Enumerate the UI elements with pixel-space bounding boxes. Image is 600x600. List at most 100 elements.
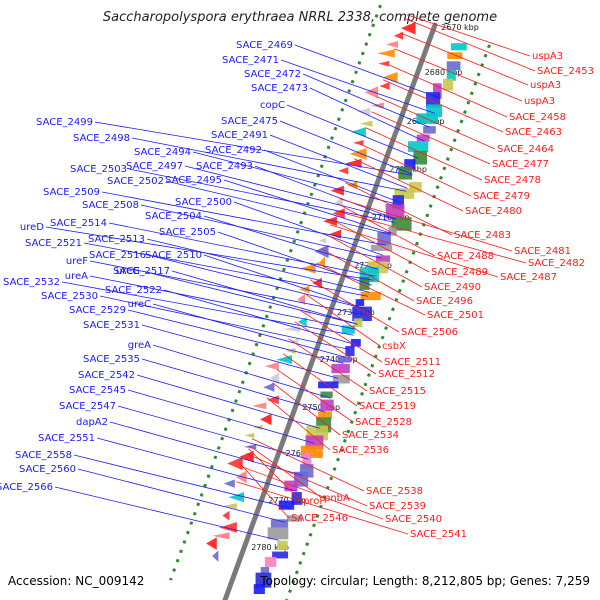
forward-gene-label: SACE_2499 [36, 117, 93, 128]
reverse-gene-feature [314, 244, 329, 259]
forward-gene-label: SACE_2545 [69, 385, 126, 396]
forward-leader-line [141, 358, 326, 413]
reverse-leader-line [304, 293, 381, 347]
forward-leader-line [223, 179, 391, 234]
forward-leader-line [165, 180, 391, 235]
forward-leader-line [131, 137, 407, 192]
reverse-gene-label: SACE_2483 [454, 230, 511, 241]
reverse-leader-line [246, 453, 368, 507]
forward-leader-line [73, 454, 291, 509]
forward-gene-feature [352, 306, 372, 322]
forward-gene-label: SACE_2566 [0, 482, 53, 493]
reverse-gene-feature [239, 450, 254, 463]
forward-gene-feature [286, 515, 303, 522]
forward-gene-label: SACE_2500 [175, 197, 232, 208]
genome-backbone [222, 22, 438, 600]
reverse-leader-line [394, 48, 523, 102]
forward-leader-line [152, 303, 346, 358]
forward-gene-feature [385, 203, 405, 219]
forward-gene-label: SACE_2521 [25, 238, 82, 249]
forward-leader-line [146, 238, 370, 293]
reverse-leader-line [282, 353, 358, 407]
reverse-gene-label: SACE_2541 [410, 529, 467, 540]
forward-leader-line [127, 389, 315, 444]
reverse-gene-feature [227, 456, 243, 471]
reverse-gene-label: SACE_2538 [366, 486, 423, 497]
reverse-gene-label: pnbA [324, 493, 350, 504]
reverse-leader-line [309, 279, 400, 333]
reverse-leader-line [288, 338, 368, 392]
reverse-leader-line [248, 448, 302, 502]
accession-label: Accession: NC_009142 [8, 574, 145, 588]
forward-gene-label: ureC [128, 299, 151, 310]
forward-gene-feature [318, 411, 332, 419]
reverse-leader-line [266, 397, 331, 451]
reverse-gene-feature [332, 208, 345, 219]
reverse-gene-feature [359, 120, 373, 127]
reverse-gene-feature [350, 127, 366, 137]
forward-gene-feature [432, 83, 442, 99]
forward-gene-feature [253, 584, 265, 595]
reverse-gene-label: SACE_2488 [437, 251, 494, 262]
reverse-leader-line [241, 465, 290, 519]
reverse-gene-label: SACE_2540 [385, 514, 442, 525]
reverse-gene-label: SACE_2534 [342, 430, 399, 441]
forward-leader-line [152, 344, 331, 399]
reverse-gene-feature [364, 86, 379, 99]
reverse-gene-feature [212, 532, 230, 540]
reverse-gene-feature [318, 237, 326, 244]
reverse-leader-line [241, 466, 384, 520]
forward-gene-label: SACE_2491 [211, 130, 268, 141]
forward-gene-feature [394, 188, 415, 199]
forward-gene-label: ureA [65, 271, 88, 282]
forward-leader-line [286, 104, 419, 159]
reverse-gene-feature [206, 537, 217, 550]
reverse-gene-label: SACE_2528 [355, 417, 412, 428]
forward-leader-line [279, 120, 413, 175]
reverse-gene-label: uspA3 [532, 51, 563, 62]
forward-leader-line [83, 242, 368, 297]
reverse-gene-feature [223, 479, 235, 488]
forward-leader-line [99, 295, 349, 350]
forward-gene-label: SACE_2514 [50, 218, 107, 229]
forward-gene-feature [388, 226, 397, 236]
forward-gene-feature [331, 363, 350, 374]
reverse-gene-feature [400, 21, 416, 35]
forward-gene-label: ureF [66, 256, 88, 267]
forward-gene-feature [277, 540, 288, 551]
reverse-gene-label: SACE_2489 [431, 267, 488, 278]
forward-leader-line [163, 289, 351, 344]
forward-gene-feature [446, 61, 461, 71]
forward-gene-feature [345, 346, 355, 357]
forward-leader-line [108, 222, 376, 277]
forward-gene-label: SACE_2535 [83, 354, 140, 365]
reverse-leader-line [316, 262, 426, 316]
forward-gene-feature [426, 92, 441, 108]
forward-gene-feature [320, 391, 333, 398]
forward-gene-feature [264, 556, 277, 567]
forward-leader-line [203, 215, 378, 270]
forward-gene-label: SACE_2508 [82, 200, 139, 211]
forward-gene-label: SACE_2531 [83, 320, 140, 331]
forward-gene-feature [260, 566, 270, 574]
forward-leader-line [203, 254, 364, 309]
forward-leader-line [192, 151, 402, 206]
forward-gene-feature [337, 356, 352, 363]
forward-gene-label: copC [260, 100, 285, 111]
forward-gene-label: SACE_2517 [113, 266, 170, 277]
forward-gene-label: SACE_2473 [251, 83, 308, 94]
reverse-leader-line [405, 18, 536, 72]
reverse-gene-feature [301, 309, 311, 316]
forward-gene-feature [447, 52, 463, 60]
forward-leader-line [94, 121, 413, 176]
forward-gene-label: SACE_2522 [105, 285, 162, 296]
reverse-gene-feature [290, 338, 299, 345]
reverse-gene-label: SACE_2463 [505, 127, 562, 138]
forward-gene-label: greA [128, 340, 151, 351]
forward-gene-feature [404, 159, 416, 170]
reverse-gene-label: SACE_2453 [537, 66, 594, 77]
forward-gene-label: SACE_2558 [15, 450, 72, 461]
forward-leader-line [302, 73, 430, 128]
